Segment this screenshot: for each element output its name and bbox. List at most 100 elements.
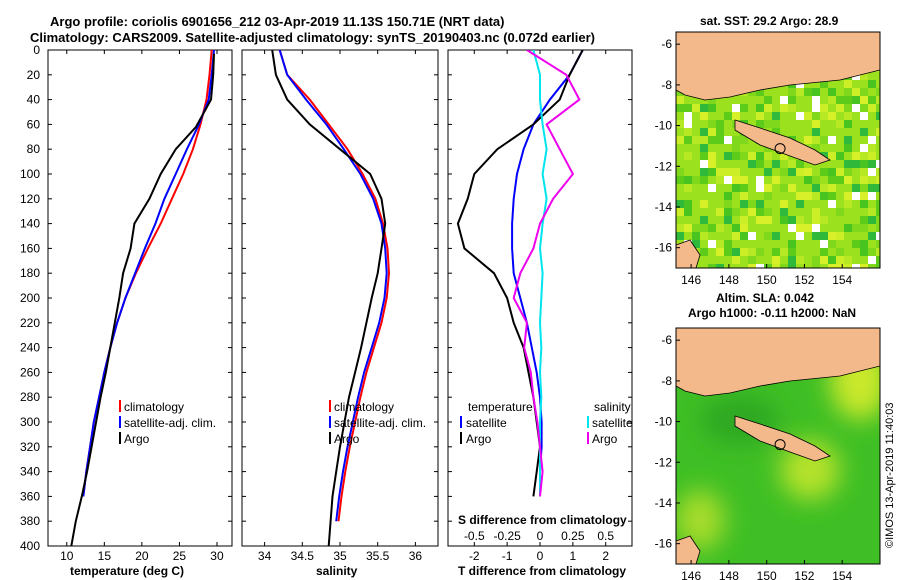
sst-cell: [860, 200, 868, 208]
sst-cell: [764, 264, 772, 268]
salinity-legend: climatology satellite-adj. clim. Argo: [329, 400, 426, 446]
sst-cell: [820, 232, 828, 240]
sst-cell: [836, 264, 844, 268]
sst-cell: [724, 192, 732, 200]
sst-cell: [692, 240, 700, 248]
sst-cell: [788, 216, 796, 224]
x-tick-label: 15: [98, 549, 112, 563]
sst-cell: [724, 136, 732, 144]
sst-cell: [708, 224, 716, 232]
sst-cell: [876, 112, 880, 120]
depth-tick-label: 20: [27, 68, 41, 82]
sst-cell: [700, 160, 708, 168]
sst-cell: [788, 248, 796, 256]
sst-cell: [788, 96, 796, 104]
sst-cell: [700, 104, 708, 112]
sst-cell: [788, 184, 796, 192]
sst-cell: [716, 248, 724, 256]
s-tick-label: -0.5: [464, 529, 485, 543]
sst-cell: [788, 224, 796, 232]
legend-satellite: satellite-adj. clim.: [124, 416, 216, 430]
map-y-tick-label: -8: [661, 78, 672, 92]
sst-cell: [788, 256, 796, 264]
sst-cell: [828, 200, 836, 208]
sst-cell: [756, 184, 764, 192]
x-tick-label: -1: [502, 549, 513, 563]
map-y-tick-label: -12: [655, 455, 673, 469]
sst-cell: [756, 88, 764, 96]
depth-tick-label: 220: [20, 316, 40, 330]
sst-cell: [860, 168, 868, 176]
sst-cell: [724, 152, 732, 160]
depth-tick-label: 0: [33, 43, 40, 57]
sla-map: [676, 328, 880, 564]
sst-cell: [820, 184, 828, 192]
sst-cell: [772, 120, 780, 128]
map-x-tick-label: 152: [794, 569, 814, 580]
sst-cell: [868, 232, 876, 240]
sst-cell: [812, 264, 820, 268]
land-mass: [676, 239, 701, 268]
sst-cell: [828, 264, 836, 268]
sst-cell: [876, 168, 880, 176]
map-x-tick-label: 146: [681, 569, 701, 580]
sst-cell: [860, 112, 868, 120]
sst-cell: [844, 192, 852, 200]
depth-tick-label: 380: [20, 514, 40, 528]
sst-cell: [716, 136, 724, 144]
map-x-tick-label: 152: [794, 273, 814, 287]
sst-cell: [836, 96, 844, 104]
sst-cell: [852, 96, 860, 104]
sst-cell: [732, 256, 740, 264]
sst-cell: [876, 208, 880, 216]
sst-cell: [836, 232, 844, 240]
sst-cell: [732, 136, 740, 144]
sst-cell: [684, 224, 692, 232]
depth-tick-label: 200: [20, 291, 40, 305]
series-line-salinity_satellite: [532, 50, 548, 497]
sst-cell: [860, 152, 868, 160]
sst-cell: [828, 256, 836, 264]
sst-cell: [748, 256, 756, 264]
sst-cell: [860, 248, 868, 256]
depth-tick-label: 240: [20, 341, 40, 355]
sst-cell: [788, 160, 796, 168]
sst-cell: [684, 184, 692, 192]
sst-cell: [876, 248, 880, 256]
sst-cell: [796, 232, 804, 240]
sst-cell: [732, 224, 740, 232]
legend-argo: Argo: [124, 432, 150, 446]
map-y-tick-label: -12: [655, 159, 673, 173]
sst-cell: [716, 120, 724, 128]
sst-cell: [716, 168, 724, 176]
sst-cell: [716, 240, 724, 248]
x-tick-label: 34: [258, 549, 272, 563]
sst-cell: [876, 224, 880, 232]
sst-cell: [844, 256, 852, 264]
sla-map-subtitle: Argo h1000: -0.11 h2000: NaN: [688, 306, 856, 320]
sst-cell: [700, 224, 708, 232]
sst-cell: [844, 136, 852, 144]
sst-cell: [740, 200, 748, 208]
x-tick-label: 35.5: [366, 549, 390, 563]
sst-cell: [860, 264, 868, 268]
sst-cell: [684, 104, 692, 112]
sst-cell: [796, 256, 804, 264]
sst-cell: [852, 192, 860, 200]
sst-cell: [780, 264, 788, 268]
sst-cell: [700, 248, 708, 256]
sst-cell: [868, 184, 876, 192]
sst-cell: [876, 160, 880, 168]
sst-cell: [812, 216, 820, 224]
sst-cell: [676, 120, 684, 128]
sst-cell: [796, 200, 804, 208]
map-y-tick-label: -10: [655, 119, 673, 133]
sst-cell: [676, 176, 684, 184]
sst-cell: [788, 240, 796, 248]
sst-cell: [868, 80, 876, 88]
sst-cell: [828, 112, 836, 120]
land-mass: [676, 535, 701, 564]
sst-cell: [732, 112, 740, 120]
sst-cell: [756, 208, 764, 216]
sst-cell: [724, 248, 732, 256]
